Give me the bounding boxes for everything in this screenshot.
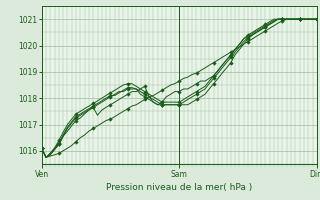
X-axis label: Pression niveau de la mer( hPa ): Pression niveau de la mer( hPa ) <box>106 183 252 192</box>
